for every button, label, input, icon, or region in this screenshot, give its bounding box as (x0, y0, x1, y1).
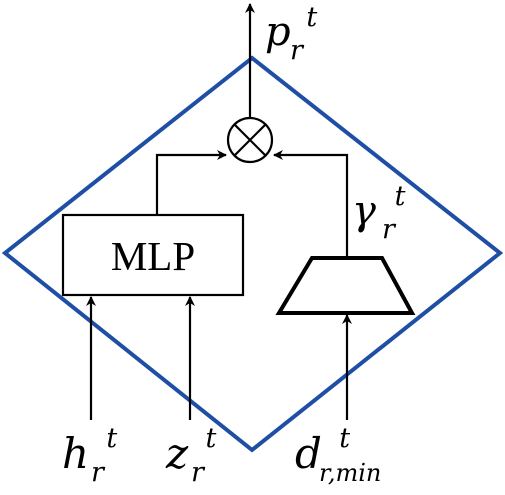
z-label-base: z (165, 429, 189, 478)
mlp-box (61, 213, 245, 297)
output-label-sub: r (290, 35, 305, 66)
gamma-label: γ t r (352, 169, 418, 245)
gamma-label-sub: r (382, 214, 397, 245)
mlp-to-multiply-arrow (155, 150, 227, 215)
h-label: h t r (62, 408, 131, 488)
h-label-base: h (62, 429, 89, 478)
trapezoid-node (275, 256, 416, 315)
d-label-sup: t (339, 423, 350, 454)
z-label-sub: r (191, 457, 206, 488)
d-label-base: d (295, 429, 322, 478)
diamond-border (1, 55, 504, 453)
d-label: d t r,min (295, 408, 381, 487)
z-label-sup: t (206, 423, 217, 454)
gamma-label-sup: t (395, 181, 406, 212)
mlp-label: MLP (111, 233, 195, 279)
h-label-sub: r (91, 457, 106, 488)
gamma-to-multiply-arrow (273, 150, 349, 258)
d-label-sub: r,min (319, 459, 381, 487)
output-label: p t r (265, 0, 330, 66)
z-label: z t r (165, 408, 230, 488)
output-label-sup: t (306, 2, 317, 33)
gamma-label-base: γ (352, 188, 376, 234)
output-label-base: p (265, 9, 291, 55)
multiply-node (226, 116, 274, 164)
h-label-sup: t (106, 423, 117, 454)
